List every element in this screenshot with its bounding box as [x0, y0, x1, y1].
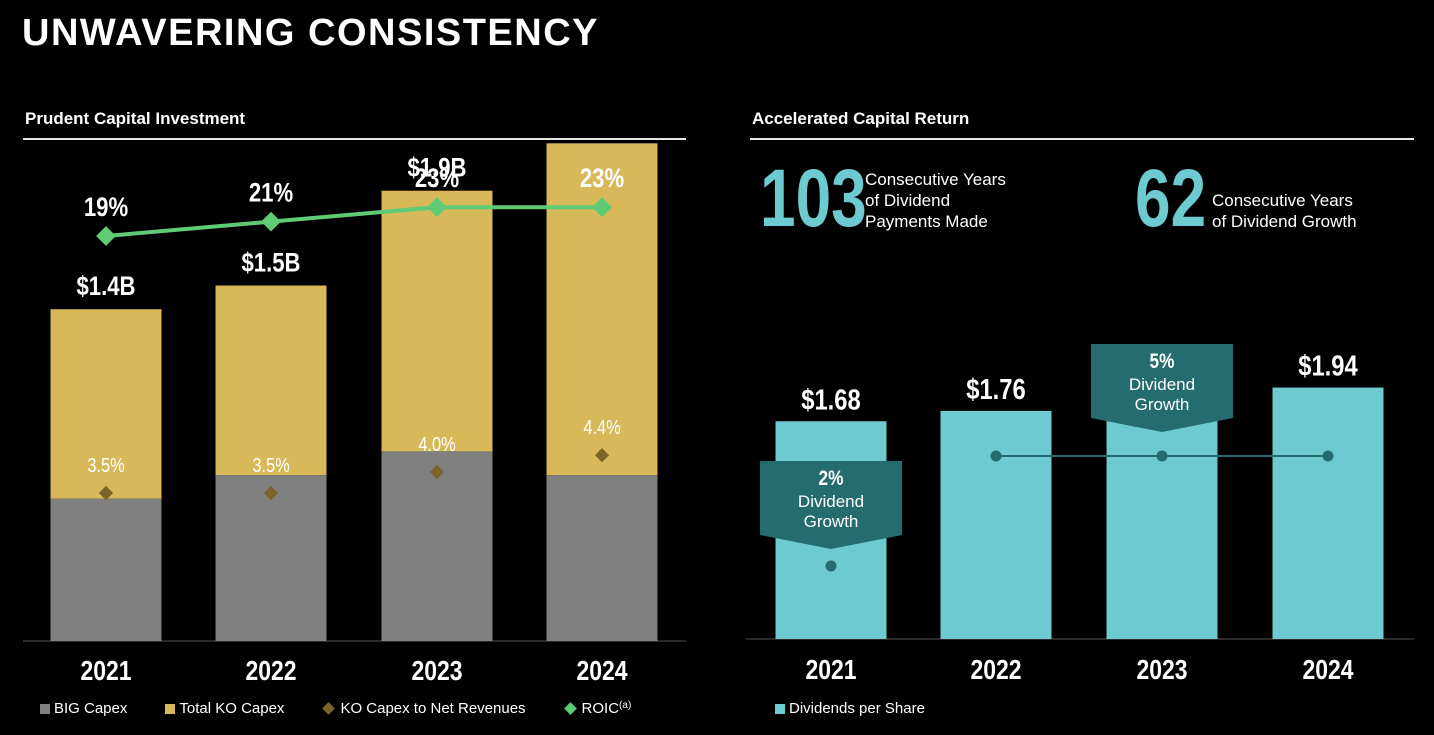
dividend-bar-2022	[940, 410, 1052, 639]
total-capex-label-2023: $1.9B	[407, 154, 466, 184]
dividend-bar-2024	[1272, 387, 1384, 639]
legend-total-capex-label: Total KO Capex	[179, 700, 285, 717]
left-legend: BIG Capex Total KO Capex KO Capex to Net…	[40, 700, 631, 717]
legend-ratio-diamond-icon	[322, 702, 336, 715]
growth-2023-line2: Growth	[1135, 395, 1190, 414]
growth-connector-dot-2021	[825, 560, 837, 572]
growth-2021-line1: Dividend	[798, 492, 864, 511]
growth-2023-line1: Dividend	[1129, 375, 1195, 394]
roic-label-2022: 21%	[249, 179, 293, 209]
legend-total-capex-swatch	[165, 703, 176, 714]
x-tick-label-2022: 2022	[970, 655, 1021, 686]
consecutive-payments-line2: of Dividend	[865, 191, 951, 210]
page-title: UNWAVERING CONSISTENCY	[22, 12, 600, 54]
x-tick-label-2021: 2021	[80, 656, 131, 687]
right-legend: Dividends per Share	[775, 700, 925, 717]
growth-2021-line2: Growth	[804, 512, 859, 531]
legend-dps-swatch	[775, 703, 785, 714]
consecutive-payments-value: 103	[760, 153, 867, 244]
growth-2023-pct: 5%	[1150, 351, 1175, 374]
growth-connector-dot-3	[1322, 450, 1334, 462]
legend-big-capex-swatch	[40, 703, 50, 714]
legend-roic-diamond-icon	[563, 702, 577, 715]
capex-ratio-marker-2022	[263, 485, 279, 501]
total-capex-label-2021: $1.4B	[76, 272, 135, 302]
big-capex-bar-2022	[215, 475, 327, 641]
total-capex-bar-2023	[381, 190, 493, 452]
consecutive-payments-line3: Payments Made	[865, 212, 988, 231]
total-capex-label-2022: $1.5B	[241, 249, 300, 279]
big-capex-bar-2024	[546, 475, 658, 641]
growth-connector-dot-1	[990, 450, 1002, 462]
consecutive-payments-text: Consecutive Years of Dividend Payments M…	[865, 169, 1006, 232]
x-tick-label-2024: 2024	[1302, 655, 1354, 686]
legend-roic-footnote: (a)	[619, 700, 632, 711]
dividend-chart: $1.682021$1.762022$1.842023$1.9420242%Di…	[746, 344, 1414, 686]
consecutive-growth-value: 62	[1135, 153, 1207, 244]
left-heading-divider	[23, 138, 686, 140]
total-capex-bar-2022	[215, 285, 327, 476]
x-tick-label-2024: 2024	[576, 656, 628, 687]
right-section-heading: Accelerated Capital Return	[752, 109, 970, 128]
roic-label-2021: 19%	[84, 193, 128, 223]
capex-ratio-marker-2024	[594, 448, 610, 463]
roic-line	[105, 205, 602, 238]
capex-ratio-label-2023: 4.0%	[418, 432, 455, 455]
capex-ratio-label-2024: 4.4%	[583, 416, 620, 439]
growth-2021-pct: 2%	[819, 468, 844, 491]
dividend-bar-2023	[1106, 400, 1218, 639]
growth-2023-callout	[1091, 344, 1233, 432]
growth-2021-callout	[760, 461, 902, 549]
x-tick-label-2023: 2023	[1136, 655, 1187, 686]
roic-label-2024: 23%	[580, 164, 624, 194]
big-capex-bar-2021	[50, 498, 162, 641]
roic-label-2023: 23%	[415, 164, 459, 194]
consecutive-payments-line1: Consecutive Years	[865, 170, 1006, 189]
x-tick-label-2023: 2023	[411, 656, 462, 687]
growth-connector-dot-2	[1156, 450, 1168, 462]
capex-ratio-label-2022: 3.5%	[252, 453, 289, 476]
left-section-heading: Prudent Capital Investment	[25, 109, 246, 128]
legend-roic-label: ROIC	[581, 700, 620, 717]
roic-marker-2023	[427, 197, 447, 218]
roic-marker-2021	[96, 226, 116, 246]
capex-ratio-label-2021: 3.5%	[87, 453, 124, 476]
legend-big-capex-label: BIG Capex	[54, 700, 128, 717]
big-capex-bar-2023	[381, 451, 493, 641]
consecutive-growth-line2: of Dividend Growth	[1212, 212, 1357, 231]
total-capex-bar-2021	[50, 309, 162, 499]
right-heading-divider	[750, 138, 1414, 140]
capex-ratio-marker-2021	[98, 485, 114, 501]
capex-ratio-marker-2023	[429, 464, 445, 480]
dividend-label-2022: $1.76	[966, 373, 1025, 406]
capex-chart: $1.4B3.5%2021$1.5B3.5%2022$1.9B4.0%2023$…	[23, 143, 686, 687]
x-tick-label-2021: 2021	[805, 655, 856, 686]
legend-dps-label: Dividends per Share	[789, 700, 925, 717]
x-tick-label-2022: 2022	[245, 656, 296, 687]
legend-ratio-label: KO Capex to Net Revenues	[340, 700, 526, 717]
dividend-label-2024: $1.94	[1298, 349, 1358, 382]
consecutive-growth-line1: Consecutive Years	[1212, 191, 1353, 210]
consecutive-growth-text: Consecutive Years of Dividend Growth	[1212, 190, 1357, 232]
dividend-label-2021: $1.68	[801, 383, 860, 416]
roic-marker-2022	[261, 211, 281, 232]
